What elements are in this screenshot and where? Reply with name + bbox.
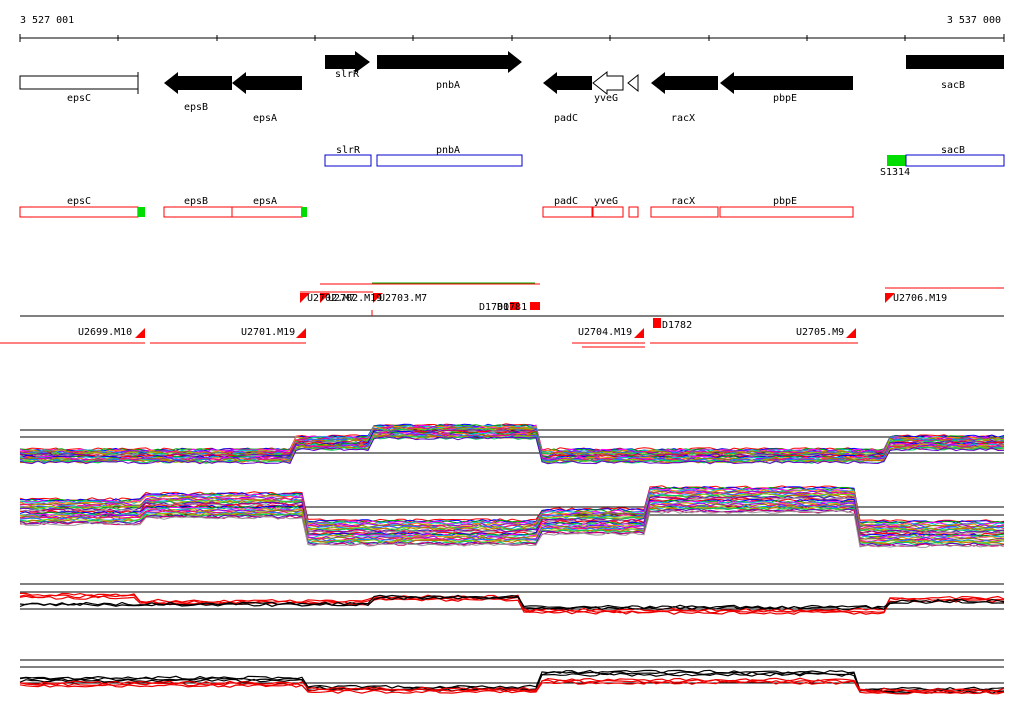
gene-track: epsC epsB epsA slrR pnbA padC yveG racX … [19,51,1004,124]
gene-small-fragment[interactable] [627,73,639,93]
gene-epsA[interactable] [232,72,302,94]
gene-label-epsA: epsA [253,113,277,124]
profile-line [19,680,1005,695]
red-marker-epsA [301,207,307,217]
segment-U2703-M7[interactable]: U2703.M7 [379,293,427,304]
red-label-yveG: yveG [594,196,618,207]
blue-box-sacB[interactable] [905,154,1005,167]
red-box-small[interactable] [628,206,639,218]
segment-U2706-M19[interactable]: U2706.M19 [893,293,947,304]
gene-sacB[interactable] [906,55,1004,69]
expression-profile-panel-4 [19,659,1005,695]
red-label-padC: padC [554,196,578,207]
segment-D1782[interactable]: D1782 [662,320,692,331]
gene-label-epsB: epsB [184,102,208,113]
gene-slrR[interactable] [325,51,370,73]
profile-line [19,432,1005,461]
gene-label-slrR: slrR [335,69,360,80]
red-box-racX[interactable] [650,206,719,218]
red-box-padC[interactable] [542,206,593,218]
gene-label-padC: padC [554,113,578,124]
red-label-pbpE: pbpE [773,196,797,207]
gene-label-racX: racX [671,113,695,124]
gene-label-pnbA: pnbA [436,80,460,91]
red-label-epsB: epsB [184,196,208,207]
segment-U2702-M7[interactable]: U2702.M7 [307,293,355,304]
blue-box-slrR[interactable] [324,154,372,167]
red-box-pbpE[interactable] [719,206,854,218]
blue-box-pnbA[interactable] [376,154,523,167]
blue-label-S1314: S1314 [880,167,910,178]
expression-profile-panel-3 [19,583,1005,615]
red-box-yveG[interactable] [592,206,624,218]
profile-line [19,494,1005,532]
profile-line [19,510,1005,548]
profile-line [19,497,1005,536]
gene-label-epsC: epsC [67,93,91,104]
profile-line [19,507,1005,545]
ruler-start-label: 3 527 001 [20,15,74,26]
gene-pbpE[interactable] [720,72,853,94]
profile-line [19,679,1005,694]
gene-label-pbpE: pbpE [773,93,797,104]
gene-yveG[interactable] [592,70,624,96]
segment-track: U2699.M10 U2701.M19 U2702.M7 U2702.M19 U… [0,282,1004,348]
red-box-epsB[interactable] [163,206,233,218]
segment-U2705-M9[interactable]: U2705.M9 [796,327,844,338]
coordinate-ruler: 3 527 001 3 537 000 [19,15,1005,42]
profile-line [19,594,1005,609]
expression-profile-panel-1 [19,423,1005,465]
segment-U2699-M10[interactable]: U2699.M10 [78,327,132,338]
gene-label-yveG: yveG [594,93,618,104]
profile-line [19,595,1004,611]
gene-padC[interactable] [543,72,592,94]
profile-line [19,434,1005,463]
red-annotation-track: epsC epsB epsA padC yveG racX pbpE [19,196,854,218]
profile-line [19,677,1005,692]
profile-line [19,592,1005,612]
gene-racX[interactable] [651,72,718,94]
blue-label-sacB: sacB [941,145,965,156]
blue-label-slrR: slrR [336,145,361,156]
red-label-racX: racX [671,196,695,207]
red-marker-epsC [138,207,145,217]
gene-epsC[interactable] [19,75,139,90]
segment-U2701-M19[interactable]: U2701.M19 [241,327,295,338]
segment-D1781[interactable]: D1781 [497,302,527,313]
ruler-end-label: 3 537 000 [947,15,1001,26]
profile-line [19,500,1005,539]
profile-line [19,436,1005,465]
red-box-epsA[interactable] [231,206,303,218]
red-label-epsC: epsC [67,196,91,207]
profile-line [19,426,1005,455]
blue-label-pnbA: pnbA [436,145,460,156]
gene-epsB[interactable] [164,72,232,94]
blue-marker-S1314[interactable] [887,155,906,166]
expression-profile-panel-2 [19,485,1005,548]
blue-annotation-track: slrR pnbA S1314 sacB [324,145,1005,178]
red-box-epsC[interactable] [19,206,139,218]
segment-U2702-M19[interactable]: U2702.M19 [328,293,382,304]
profile-line [19,493,1005,532]
segment-U2704-M19[interactable]: U2704.M19 [578,327,632,338]
gene-pnbA[interactable] [377,51,522,73]
red-label-epsA: epsA [253,196,277,207]
gene-label-sacB: sacB [941,80,965,91]
segment-D1780[interactable]: D1780 [479,302,509,313]
